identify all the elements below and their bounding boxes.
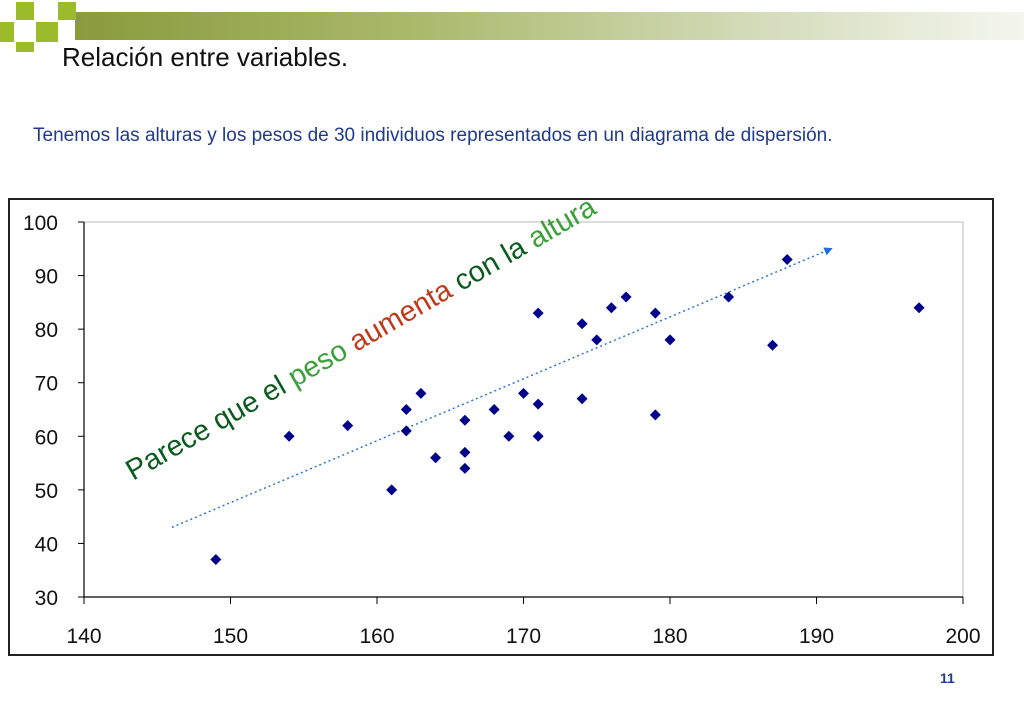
data-point xyxy=(532,398,544,410)
data-point xyxy=(283,430,295,442)
page-number: 11 xyxy=(940,670,955,686)
annotation-segment: aumenta xyxy=(344,274,458,359)
x-tick-label: 200 xyxy=(945,625,980,648)
data-point xyxy=(591,334,603,346)
trend-arrow xyxy=(171,247,833,529)
accent-square xyxy=(58,2,76,20)
intro-text: Tenemos las alturas y los pesos de 30 in… xyxy=(33,125,833,146)
x-tick-label: 160 xyxy=(359,625,394,648)
chart-frame xyxy=(8,198,994,656)
data-point xyxy=(400,425,412,437)
data-point xyxy=(781,254,793,265)
data-point xyxy=(649,307,661,319)
data-point xyxy=(459,462,471,474)
data-point xyxy=(723,291,735,303)
data-point xyxy=(532,307,544,319)
x-tick-label: 170 xyxy=(506,625,541,648)
annotation-segment: con la xyxy=(442,227,539,301)
y-tick-label: 70 xyxy=(35,373,58,396)
accent-square xyxy=(0,22,14,42)
data-point xyxy=(415,387,427,399)
y-tick-label: 30 xyxy=(35,587,58,610)
data-point xyxy=(913,302,925,314)
page-title: Relación entre variables. xyxy=(62,42,349,72)
x-tick-label: 190 xyxy=(799,625,834,648)
y-tick-label: 60 xyxy=(35,426,58,449)
x-tick-label: 140 xyxy=(66,625,101,648)
data-point xyxy=(386,484,398,496)
y-tick-label: 100 xyxy=(23,212,58,235)
annotation-segment: Parece que el xyxy=(121,366,299,487)
data-point xyxy=(342,420,354,432)
title-accent-bar xyxy=(75,12,1024,40)
data-point xyxy=(576,393,588,405)
annotation-segment: altura xyxy=(523,190,603,254)
y-tick-label: 40 xyxy=(35,533,58,556)
data-point xyxy=(649,409,661,421)
data-point xyxy=(503,430,515,442)
data-point xyxy=(605,302,617,314)
data-point xyxy=(518,387,529,399)
data-point xyxy=(532,430,544,442)
data-point xyxy=(664,334,676,346)
y-tick-label: 80 xyxy=(35,319,58,342)
data-point xyxy=(620,291,632,303)
data-point xyxy=(400,404,412,415)
x-tick-label: 150 xyxy=(213,625,248,648)
data-point xyxy=(488,404,500,415)
accent-square xyxy=(16,2,34,20)
accent-square xyxy=(16,42,34,52)
data-point xyxy=(767,339,779,351)
accent-square xyxy=(36,22,58,42)
x-tick-label: 180 xyxy=(652,625,687,648)
data-point xyxy=(210,554,222,565)
trend-annotation: Parece que el peso aumenta con la altura xyxy=(121,190,603,487)
data-point xyxy=(430,452,442,464)
data-point xyxy=(459,414,471,426)
y-tick-label: 50 xyxy=(35,480,58,503)
data-point xyxy=(576,318,588,330)
annotation-text: Parece que el peso aumenta con la altura xyxy=(121,190,603,487)
y-tick-label: 90 xyxy=(35,266,58,289)
data-point xyxy=(459,446,471,458)
